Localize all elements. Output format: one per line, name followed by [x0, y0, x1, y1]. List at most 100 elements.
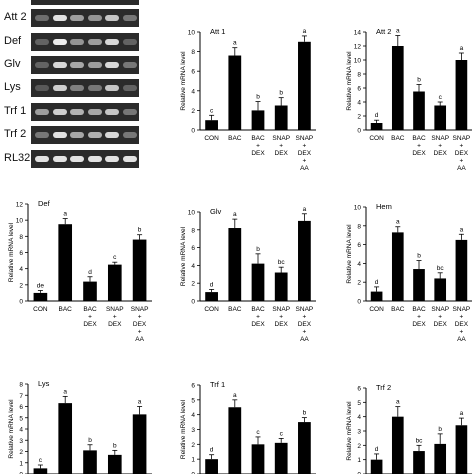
x-tick-label: SNAP: [431, 306, 449, 313]
chart-title: Def: [38, 199, 51, 208]
gel-row: RL32: [0, 150, 140, 168]
significance-letter: a: [460, 410, 464, 417]
gel-band: [52, 85, 67, 91]
chart-title: Lys: [38, 379, 50, 388]
y-tick-label: 5: [19, 415, 23, 422]
x-tick-label: DEX: [275, 150, 289, 157]
gel-row: Glv: [0, 56, 140, 74]
bar: [274, 442, 288, 474]
x-tick-label: DEX: [108, 321, 122, 328]
x-tick-label: +: [417, 143, 421, 150]
gel-band: [105, 132, 119, 138]
y-tick-label: 6: [19, 404, 23, 411]
significance-letter: b: [113, 442, 117, 449]
y-tick-label: 7: [19, 393, 23, 400]
significance-letter: b: [256, 246, 260, 253]
x-tick-label: +: [303, 329, 307, 336]
significance-letter: a: [303, 28, 307, 35]
y-tick-label: 1: [191, 457, 195, 464]
x-tick-label: DEX: [455, 321, 469, 328]
x-tick-label: +: [303, 158, 307, 165]
y-tick-label: 8: [357, 72, 361, 79]
bar: [434, 443, 447, 474]
gel-strip: [31, 0, 139, 5]
x-tick-label: BAC: [391, 306, 405, 313]
gel-strip: [31, 56, 139, 74]
gel-band: [87, 15, 102, 21]
y-tick-label: 6: [357, 386, 361, 393]
gel-strip: [31, 33, 139, 51]
y-tick-label: 6: [191, 69, 195, 76]
y-axis-label: Relative mRNA level: [346, 51, 353, 111]
x-tick-label: DEX: [298, 321, 312, 328]
gel-band: [52, 156, 67, 162]
gel-band: [52, 62, 67, 68]
x-tick-label: AA: [135, 336, 144, 343]
x-tick-label: AA: [457, 336, 466, 343]
y-axis-label: Relative mRNA level: [8, 222, 15, 282]
significance-letter: c: [113, 254, 117, 261]
x-tick-label: DEX: [434, 321, 448, 328]
bar: [413, 91, 425, 130]
gel-strip: [31, 126, 139, 144]
gel-band: [122, 62, 137, 68]
chart-title: Trf 2: [376, 383, 391, 392]
y-tick-label: 2: [357, 114, 361, 121]
bar: [83, 281, 97, 301]
significance-letter: a: [233, 211, 237, 218]
x-tick-label: AA: [457, 165, 466, 172]
x-tick-label: SNAP: [453, 306, 471, 313]
y-tick-label: 10: [188, 30, 196, 37]
y-tick-label: 8: [357, 223, 361, 230]
gel-band: [105, 156, 119, 162]
x-tick-label: DEX: [298, 150, 312, 157]
bar: [413, 269, 425, 301]
gel-row: Trf 2: [0, 126, 140, 144]
x-tick-label: +: [438, 143, 442, 150]
y-tick-label: 3: [357, 429, 361, 436]
y-axis-label: Relative mRNA level: [180, 51, 187, 111]
y-axis-label: Relative mRNA level: [346, 224, 353, 284]
gel-row-label: Trf 1: [4, 105, 27, 117]
x-tick-label: +: [279, 143, 283, 150]
significance-letter: a: [303, 206, 307, 213]
bar: [370, 123, 383, 130]
bar: [413, 451, 425, 474]
x-tick-label: BAC: [412, 306, 426, 313]
y-tick-label: 0: [191, 299, 195, 306]
y-tick-label: 4: [357, 261, 361, 268]
y-tick-label: 10: [188, 210, 196, 217]
significance-letter: a: [63, 388, 67, 395]
gel-row: Trf 1: [0, 103, 140, 121]
chart-title: Hem: [376, 202, 392, 211]
y-tick-label: 3: [191, 427, 195, 434]
x-tick-label: BAC: [391, 135, 405, 142]
gel-band: [52, 39, 67, 45]
gel-band: [70, 85, 84, 91]
x-tick-label: +: [460, 314, 464, 321]
y-tick-label: 12: [16, 202, 24, 209]
x-tick-label: +: [460, 158, 464, 165]
gel-band: [52, 132, 67, 138]
significance-letter: d: [88, 269, 92, 276]
bar: [434, 278, 447, 301]
bar: [205, 292, 218, 301]
chart-glv: 0 2 4 6 8 10 Relative mRNA level Glv d CON a BAC b BA…: [180, 206, 316, 343]
gel-band: [122, 156, 137, 162]
y-tick-label: 6: [357, 242, 361, 249]
chart-trf-2: 0 1 2 3 4 5 6 Relative mRNA level Trf 2 d a bc b a: [346, 383, 472, 474]
y-tick-label: 0: [357, 128, 361, 135]
x-tick-label: SNAP: [453, 135, 471, 142]
x-tick-label: SNAP: [296, 306, 314, 313]
bar: [391, 416, 404, 474]
x-tick-label: AA: [300, 336, 309, 343]
y-axis-label: Relative mRNA level: [346, 401, 353, 461]
gel-row-label: Glv: [4, 58, 21, 70]
bar: [132, 239, 147, 301]
chart-att-2: 0 2 4 6 8 10 12 14 Relative mRNA level Att 2 d CON a…: [346, 27, 472, 172]
significance-letter: b: [438, 426, 442, 433]
x-tick-label: +: [138, 329, 142, 336]
y-tick-label: 3: [19, 438, 23, 445]
y-tick-label: 8: [191, 49, 195, 56]
